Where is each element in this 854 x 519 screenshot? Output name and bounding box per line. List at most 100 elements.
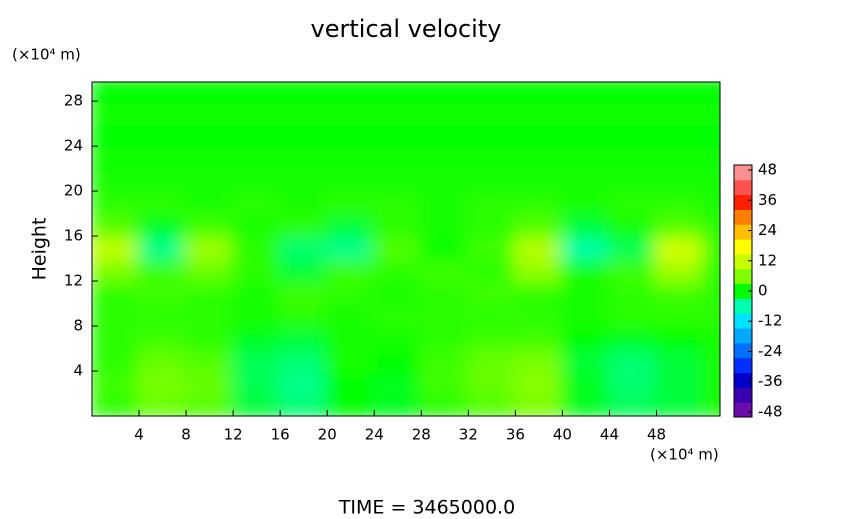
field-cell [325, 144, 377, 171]
field-cell [607, 234, 659, 261]
field-cell [231, 166, 283, 194]
field-cell [466, 391, 518, 416]
field-cell [654, 211, 706, 239]
footer: TIME = 3465000.0 [338, 497, 515, 519]
field-cell [184, 301, 236, 329]
field-cell [325, 346, 377, 374]
colorbar-tick-label: 0 [758, 282, 768, 300]
field-cell [513, 324, 565, 351]
field-cell [701, 324, 720, 351]
colorbar-band [734, 209, 752, 225]
field-cell [92, 346, 142, 374]
field-cell [513, 144, 565, 171]
field-cell [560, 369, 612, 396]
colorbar-band [734, 194, 752, 210]
field-cell [231, 324, 283, 351]
field-cell [513, 211, 565, 239]
field-cell [137, 391, 189, 416]
y-tick-label: 28 [64, 92, 83, 110]
field-cell [466, 99, 518, 126]
field-cell [92, 211, 142, 239]
colorbar-band [734, 313, 752, 329]
field-cell [701, 82, 720, 104]
field-cell [92, 369, 142, 396]
field-cell [184, 369, 236, 396]
colorbar-band [734, 328, 752, 344]
field-cell [419, 234, 471, 261]
field-cell [372, 279, 424, 306]
field-cell [654, 324, 706, 351]
field-cell [654, 391, 706, 416]
field-cell [466, 234, 518, 261]
field-cell [654, 82, 706, 104]
field-cell [278, 121, 330, 149]
field-cell [701, 346, 720, 374]
field-cell [607, 189, 659, 216]
field-cell [701, 211, 720, 239]
field-cell [278, 82, 330, 104]
colorbar-band [734, 283, 752, 299]
field-cell [137, 121, 189, 149]
field-cell [325, 279, 377, 306]
field-cell [137, 234, 189, 261]
field-cell [184, 391, 236, 416]
axes: 4 8 12 16 20 24 28 32 36 40 44 48481216202428483624… [64, 81, 783, 444]
field-cell [372, 189, 424, 216]
field-cell [607, 99, 659, 126]
x-tick-label: 48 [647, 426, 666, 444]
field-cell [92, 256, 142, 284]
field-cell [419, 256, 471, 284]
y-tick-label: 24 [64, 137, 83, 155]
field-cell [278, 391, 330, 416]
y-tick-label: 12 [64, 272, 83, 290]
field-cell [184, 189, 236, 216]
field-cell [184, 279, 236, 306]
y-tick-label: 16 [64, 227, 83, 245]
field-cell [701, 144, 720, 171]
colorbar-band [734, 357, 752, 374]
field-cell [560, 189, 612, 216]
field-cell [372, 369, 424, 396]
field-cell [372, 234, 424, 261]
field-cell [419, 189, 471, 216]
field-cell [278, 324, 330, 351]
field-cell [325, 189, 377, 216]
field-cell [184, 144, 236, 171]
field-cell [325, 121, 377, 149]
field-cell [560, 324, 612, 351]
field-cell [231, 256, 283, 284]
field-cell [701, 121, 720, 149]
field-cell [701, 391, 720, 416]
field-cell [231, 369, 283, 396]
field-cell [278, 144, 330, 171]
field-cell [466, 256, 518, 284]
field-cell [607, 144, 659, 171]
field-cell [92, 121, 142, 149]
field-cell [607, 346, 659, 374]
field-cell [560, 279, 612, 306]
field-cell [372, 324, 424, 351]
field-cell [701, 234, 720, 261]
field-cell [278, 301, 330, 329]
colorbar-band [734, 239, 752, 255]
field-cell [278, 279, 330, 306]
field-cell [137, 166, 189, 194]
x-tick-label: 20 [318, 426, 337, 444]
field-cell [231, 99, 283, 126]
field-cell [419, 301, 471, 329]
field-cell [92, 166, 142, 194]
field-cell [419, 369, 471, 396]
field-cell [137, 211, 189, 239]
field-cell [325, 301, 377, 329]
field-cell [560, 99, 612, 126]
field-cell [607, 391, 659, 416]
colorbar-tick-label: 36 [758, 191, 777, 209]
field-cell [654, 189, 706, 216]
field-cell [92, 99, 142, 126]
field-cell [372, 166, 424, 194]
field-cell [137, 346, 189, 374]
field-cell [372, 99, 424, 126]
field-cell [137, 301, 189, 329]
field-cell [231, 279, 283, 306]
field-cell [560, 121, 612, 149]
